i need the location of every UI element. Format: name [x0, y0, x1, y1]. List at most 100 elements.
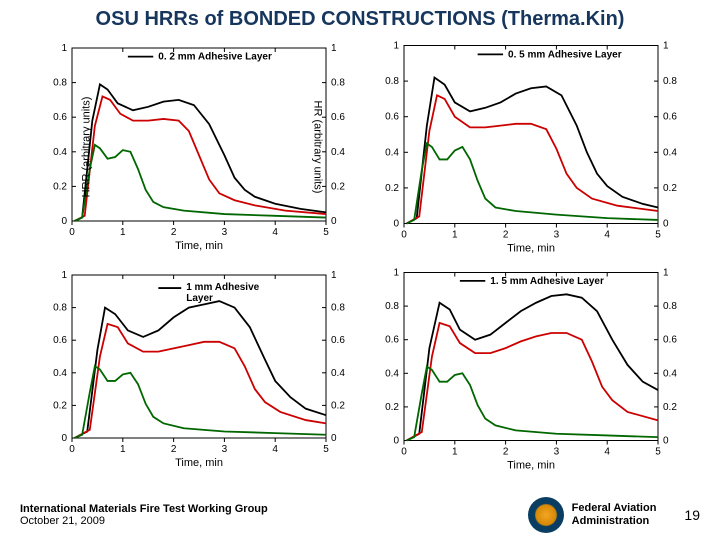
svg-text:0.2: 0.2	[663, 183, 677, 194]
footer-agency: Federal Aviation Administration	[572, 502, 657, 528]
svg-text:1: 1	[393, 268, 399, 279]
svg-text:0: 0	[69, 227, 75, 238]
y-axis-label-right: HR (arbitrary units)	[312, 100, 324, 193]
svg-text:0.6: 0.6	[663, 112, 677, 123]
svg-text:0.4: 0.4	[663, 147, 677, 158]
svg-text:0. 2 mm Adhesive Layer: 0. 2 mm Adhesive Layer	[158, 52, 272, 63]
svg-text:Time, min: Time, min	[175, 457, 223, 469]
svg-text:1 mm Adhesive: 1 mm Adhesive	[186, 282, 259, 293]
footer-group: International Materials Fire Test Workin…	[20, 503, 268, 515]
agency-line1: Federal Aviation	[572, 502, 657, 515]
svg-text:0: 0	[401, 230, 407, 241]
svg-text:0.4: 0.4	[331, 147, 345, 158]
page-title: OSU HRRs of BONDED CONSTRUCTIONS (Therma…	[0, 0, 720, 35]
footer: International Materials Fire Test Workin…	[0, 490, 720, 540]
svg-text:1: 1	[452, 447, 458, 458]
y-axis-label-left: HRR (arbitrary units)	[80, 96, 92, 197]
svg-text:1: 1	[393, 41, 399, 52]
svg-text:0.2: 0.2	[53, 181, 67, 192]
svg-text:5: 5	[655, 447, 661, 458]
footer-left: International Materials Fire Test Workin…	[20, 503, 268, 527]
svg-text:1: 1	[452, 230, 458, 241]
svg-text:3: 3	[222, 444, 228, 455]
svg-text:0.4: 0.4	[663, 368, 677, 379]
svg-text:0: 0	[331, 433, 337, 444]
faa-logo-icon	[528, 497, 564, 533]
svg-text:0.4: 0.4	[385, 147, 399, 158]
svg-text:0.4: 0.4	[53, 368, 67, 379]
svg-text:0: 0	[663, 219, 669, 230]
svg-text:0.6: 0.6	[331, 335, 345, 346]
svg-text:1: 1	[331, 270, 337, 281]
svg-text:2: 2	[171, 227, 177, 238]
svg-text:0: 0	[69, 444, 75, 455]
svg-text:0: 0	[663, 436, 669, 447]
svg-text:Layer: Layer	[186, 293, 213, 304]
chart-0: HRR (arbitrary units) HR (arbitrary unit…	[30, 35, 358, 258]
svg-text:0.8: 0.8	[663, 301, 677, 312]
svg-text:0.6: 0.6	[663, 335, 677, 346]
svg-text:2: 2	[503, 447, 509, 458]
svg-text:Time, min: Time, min	[507, 460, 555, 472]
svg-text:0.8: 0.8	[663, 76, 677, 87]
chart-1: 012345000.20.20.40.40.60.60.80.811Time, …	[362, 35, 690, 258]
svg-text:0.8: 0.8	[331, 303, 345, 314]
svg-text:0: 0	[401, 447, 407, 458]
svg-text:0: 0	[61, 433, 67, 444]
chart-svg-0: 012345000.20.20.40.40.60.60.80.811Time, …	[30, 35, 358, 258]
svg-text:0.4: 0.4	[53, 147, 67, 158]
svg-text:0.2: 0.2	[663, 402, 677, 413]
svg-text:0.2: 0.2	[331, 181, 345, 192]
svg-text:0.8: 0.8	[53, 78, 67, 89]
svg-text:1. 5 mm Adhesive Layer: 1. 5 mm Adhesive Layer	[490, 276, 604, 287]
svg-text:4: 4	[272, 227, 278, 238]
svg-text:0.2: 0.2	[385, 183, 399, 194]
agency-line2: Administration	[572, 515, 657, 528]
svg-text:0. 5 mm Adhesive Layer: 0. 5 mm Adhesive Layer	[508, 49, 622, 60]
svg-text:3: 3	[222, 227, 228, 238]
page-number: 19	[684, 507, 700, 523]
chart-svg-1: 012345000.20.20.40.40.60.60.80.811Time, …	[362, 35, 690, 258]
svg-text:2: 2	[171, 444, 177, 455]
svg-text:0.6: 0.6	[53, 335, 67, 346]
svg-text:0.8: 0.8	[53, 303, 67, 314]
svg-text:5: 5	[323, 227, 329, 238]
svg-text:3: 3	[554, 230, 560, 241]
svg-text:0.2: 0.2	[53, 400, 67, 411]
svg-text:0.4: 0.4	[385, 368, 399, 379]
svg-text:4: 4	[604, 230, 610, 241]
svg-text:4: 4	[604, 447, 610, 458]
svg-text:2: 2	[503, 230, 509, 241]
svg-text:Time, min: Time, min	[507, 243, 555, 255]
svg-text:0: 0	[61, 216, 67, 227]
chart-3: 012345000.20.20.40.40.60.60.80.811Time, …	[362, 262, 690, 475]
svg-text:1: 1	[61, 43, 67, 54]
svg-text:0.8: 0.8	[385, 76, 399, 87]
footer-date: October 21, 2009	[20, 515, 268, 527]
svg-text:0.2: 0.2	[331, 400, 345, 411]
svg-text:3: 3	[554, 447, 560, 458]
svg-text:Time, min: Time, min	[175, 240, 223, 252]
svg-text:0.8: 0.8	[331, 78, 345, 89]
svg-text:1: 1	[331, 43, 337, 54]
svg-text:0.6: 0.6	[331, 112, 345, 123]
footer-right: Federal Aviation Administration 19	[528, 497, 700, 533]
chart-2: 012345000.20.20.40.40.60.60.80.811Time, …	[30, 262, 358, 475]
svg-text:0.6: 0.6	[385, 335, 399, 346]
svg-text:0: 0	[393, 219, 399, 230]
svg-text:1: 1	[663, 268, 669, 279]
svg-text:0.2: 0.2	[385, 402, 399, 413]
svg-text:1: 1	[663, 41, 669, 52]
svg-text:4: 4	[272, 444, 278, 455]
svg-text:1: 1	[120, 227, 126, 238]
svg-text:0.4: 0.4	[331, 368, 345, 379]
svg-text:0: 0	[393, 436, 399, 447]
svg-text:0.6: 0.6	[53, 112, 67, 123]
chart-svg-2: 012345000.20.20.40.40.60.60.80.811Time, …	[30, 262, 358, 475]
charts-grid: HRR (arbitrary units) HR (arbitrary unit…	[0, 35, 720, 465]
chart-svg-3: 012345000.20.20.40.40.60.60.80.811Time, …	[362, 262, 690, 475]
svg-text:0.6: 0.6	[385, 112, 399, 123]
svg-text:1: 1	[120, 444, 126, 455]
svg-text:0: 0	[331, 216, 337, 227]
svg-text:5: 5	[323, 444, 329, 455]
